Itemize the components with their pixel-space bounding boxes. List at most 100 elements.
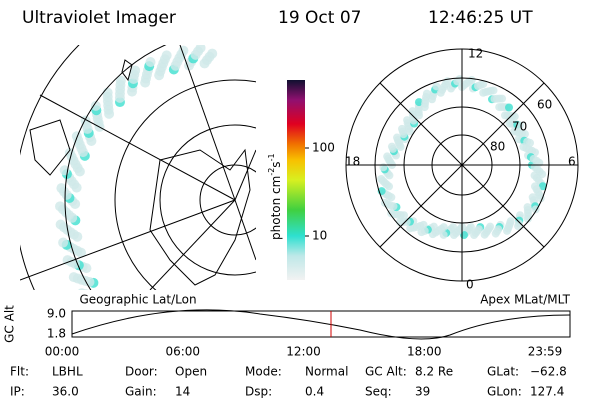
colorbar-unit: photon cm-2s-1 bbox=[267, 153, 283, 240]
aurora-glow bbox=[480, 230, 489, 239]
aurora-glow bbox=[514, 222, 523, 231]
aurora-glow bbox=[127, 327, 137, 337]
aurora-glow bbox=[114, 329, 124, 339]
field-label: Mode: bbox=[245, 365, 282, 379]
aurora-glow bbox=[387, 209, 396, 218]
aurora-glow bbox=[71, 131, 82, 142]
aurora-glow bbox=[503, 226, 512, 235]
aurora-glow bbox=[130, 65, 141, 76]
aurora-glow bbox=[110, 330, 120, 340]
aurora-glow bbox=[136, 337, 146, 347]
aurora-glow bbox=[58, 237, 69, 248]
aurora-glow bbox=[505, 103, 514, 112]
field-label: Seq: bbox=[365, 385, 392, 399]
aurora-glow bbox=[535, 158, 544, 167]
aurora-glow bbox=[498, 94, 507, 103]
aurora-glow bbox=[538, 182, 547, 191]
field-label: GC Alt: bbox=[365, 365, 407, 379]
aurora-glow bbox=[132, 338, 142, 348]
field-value: 36.0 bbox=[52, 385, 79, 399]
polar-label: Apex MLat/MLT bbox=[480, 293, 570, 307]
alt-label: GC Alt bbox=[3, 305, 17, 343]
lat-label: 60 bbox=[537, 98, 552, 112]
field-value: 14 bbox=[175, 385, 190, 399]
colorbar bbox=[287, 80, 305, 280]
aurora-glow bbox=[414, 98, 423, 107]
geo-label: Geographic Lat/Lon bbox=[79, 293, 196, 307]
field-label: Gain: bbox=[125, 385, 157, 399]
field-label: Flt: bbox=[10, 365, 29, 379]
field-label: IP: bbox=[10, 385, 25, 399]
aurora-glow bbox=[523, 214, 532, 223]
field-value: 0.4 bbox=[305, 385, 324, 399]
lat-label: 80 bbox=[490, 140, 505, 154]
field-label: Door: bbox=[125, 365, 158, 379]
aurora-glow bbox=[139, 350, 149, 360]
alt-x-label: 06:00 bbox=[165, 345, 200, 359]
aurora-glow bbox=[80, 115, 91, 126]
alt-frame bbox=[71, 310, 571, 338]
geo-map bbox=[20, 45, 256, 360]
colorbar-label: 10 bbox=[312, 229, 327, 243]
lat-label: 70 bbox=[512, 120, 527, 134]
mlt-label: 18 bbox=[345, 155, 360, 169]
aurora-glow bbox=[403, 116, 412, 125]
field-value: 127.4 bbox=[530, 385, 564, 399]
aurora-glow bbox=[144, 335, 154, 345]
field-value: 8.2 Re bbox=[415, 365, 453, 379]
aurora-glow bbox=[489, 86, 498, 95]
aurora-glow bbox=[115, 75, 126, 86]
aurora-glow bbox=[118, 316, 128, 326]
aurora-glow bbox=[130, 326, 140, 336]
aurora-glow bbox=[128, 340, 138, 350]
aurora-glow bbox=[62, 255, 73, 266]
aurora-glow bbox=[124, 341, 134, 351]
aurora-glow bbox=[398, 124, 407, 133]
alt-x-label: 00:00 bbox=[45, 345, 80, 359]
alt-x-label: 23:59 bbox=[528, 345, 563, 359]
aurora-glow bbox=[520, 130, 529, 139]
alt-y-label: 9.0 bbox=[47, 307, 66, 321]
date: 19 Oct 07 bbox=[278, 8, 361, 28]
aurora-glow bbox=[470, 230, 479, 239]
aurora-glow bbox=[377, 174, 386, 183]
mlt-label: 12 bbox=[468, 47, 483, 61]
aurora-glow bbox=[393, 133, 402, 142]
aurora-glow bbox=[432, 82, 441, 91]
aurora-glow bbox=[383, 152, 392, 161]
aurora-glow bbox=[491, 229, 500, 238]
aurora-glow bbox=[154, 343, 164, 353]
field-value: −62.8 bbox=[530, 365, 567, 379]
title: Ultraviolet Imager bbox=[22, 8, 176, 28]
field-label: GLon: bbox=[487, 385, 522, 399]
aurora-glow bbox=[147, 347, 157, 357]
field-value: LBHL bbox=[52, 365, 83, 379]
aurora-glow bbox=[102, 87, 113, 98]
aurora-glow bbox=[195, 45, 206, 53]
aurora-glow bbox=[55, 219, 66, 230]
aurora-glow bbox=[515, 121, 524, 130]
aurora-glow bbox=[56, 183, 67, 194]
aurora-glow bbox=[379, 163, 388, 172]
time: 12:46:25 UT bbox=[428, 8, 533, 28]
field-label: Dsp: bbox=[245, 385, 272, 399]
field-value: Open bbox=[175, 365, 207, 379]
aurora-glow bbox=[161, 50, 172, 61]
alt-x-label: 12:00 bbox=[286, 345, 321, 359]
mlt-label: 6 bbox=[568, 155, 576, 169]
aurora-glow bbox=[145, 56, 156, 67]
aurora-glow bbox=[207, 48, 218, 59]
polar-map bbox=[345, 48, 579, 282]
mlt-label: 0 bbox=[466, 278, 474, 292]
aurora-glow bbox=[123, 328, 133, 338]
alt-curve bbox=[71, 309, 571, 340]
aurora-glow bbox=[151, 345, 161, 355]
aurora-glow bbox=[417, 228, 426, 237]
aurora-glow bbox=[479, 80, 488, 89]
aurora-glow bbox=[68, 272, 79, 283]
field-value: Normal bbox=[305, 365, 348, 379]
aurora-glow bbox=[78, 288, 86, 290]
alt-y-label: 1.8 bbox=[47, 327, 66, 341]
aurora-glow bbox=[387, 142, 396, 151]
